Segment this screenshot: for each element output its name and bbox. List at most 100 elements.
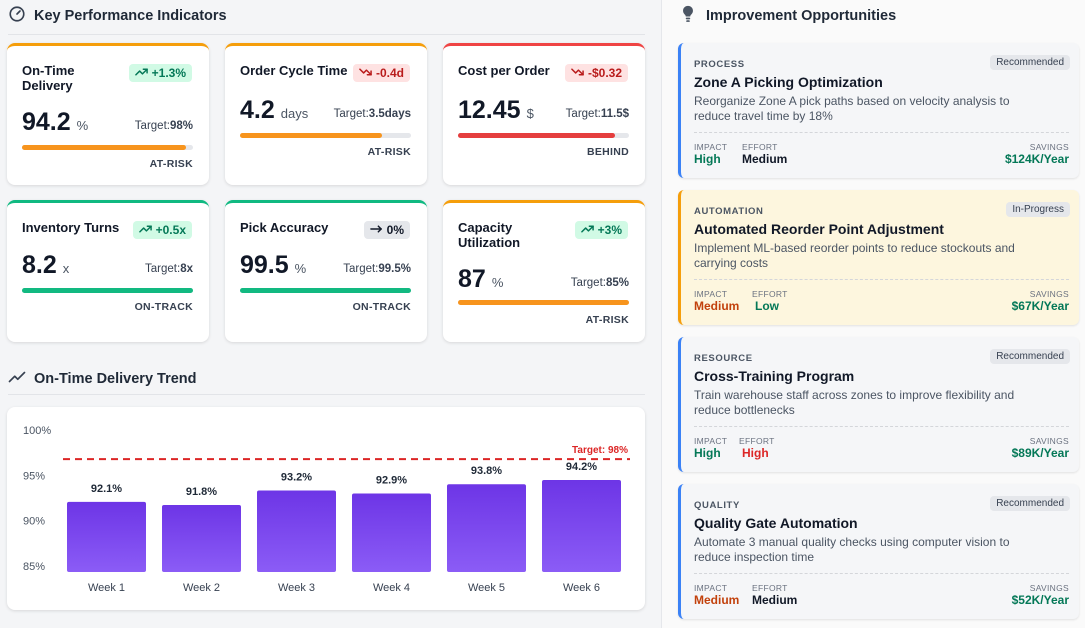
effort-label: EFFORT: [752, 289, 788, 299]
trend-line-icon: [8, 368, 26, 390]
impact-value: High: [694, 152, 721, 166]
x-tick-label: Week 1: [88, 582, 125, 594]
kpi-target-value: 99.5%: [378, 263, 411, 275]
kpi-value-group: 99.5%: [240, 251, 306, 280]
kpi-target-value: 3.5days: [368, 108, 411, 120]
kpi-card-pick-accuracy[interactable]: Pick Accuracy 0% 99.5% Target:99.5% ON-T…: [225, 200, 427, 342]
kpi-target-value: 98%: [169, 120, 193, 132]
impact-label: IMPACT: [694, 583, 728, 593]
bar-value-label: 91.8%: [186, 486, 217, 498]
kpi-value-group: 4.2 days: [240, 96, 308, 125]
kpi-status: ON-TRACK: [134, 301, 193, 313]
opportunities-header: Improvement Opportunities: [680, 5, 896, 27]
x-tick-label: Week 6: [563, 582, 600, 594]
kpi-value-group: 8.2 x: [22, 251, 69, 280]
opportunity-category: PROCESS: [694, 59, 745, 70]
opportunity-card[interactable]: AUTOMATION In-Progress Automated Reorder…: [678, 190, 1079, 325]
kpi-value: 94.2: [22, 108, 71, 136]
kpi-target: Target:85%: [571, 277, 629, 289]
gauge-icon: [8, 5, 26, 27]
y-tick-label: 90%: [23, 516, 45, 528]
kpi-unit: %: [491, 275, 504, 290]
opportunity-category: QUALITY: [694, 500, 740, 511]
chart-svg: 100% 95% 90% 85% Target: 98% 92.1% Week 1 91.8%…: [23, 425, 630, 594]
right-panel: Improvement Opportunities PROCESS Recomm…: [662, 0, 1085, 628]
kpi-card-on-time-delivery[interactable]: On-Time Delivery +1.3% 94.2% Target:98% …: [7, 43, 209, 185]
opportunity-card[interactable]: QUALITY Recommended Quality Gate Automat…: [678, 484, 1079, 619]
opportunity-description: Automate 3 manual quality checks using c…: [694, 535, 1010, 564]
bar: [352, 493, 431, 572]
effort-value: High: [742, 446, 769, 460]
kpi-value-group: 87%: [458, 265, 503, 294]
kpi-value: 87: [458, 265, 486, 293]
kpi-value: 99.5: [240, 251, 289, 279]
savings-label: SAVINGS: [1029, 142, 1069, 152]
opportunity-card[interactable]: RESOURCE Recommended Cross-Training Prog…: [678, 337, 1079, 472]
kpi-trend-value: +3%: [597, 223, 622, 237]
kpi-progress-track: [22, 288, 193, 293]
opportunity-description: Reorganize Zone A pick paths based on ve…: [694, 94, 1010, 123]
impact-label: IMPACT: [694, 142, 728, 152]
bar-value-label: 92.1%: [91, 483, 122, 495]
bar-value-label: 94.2%: [566, 461, 597, 473]
kpi-target: Target:98%: [135, 120, 193, 132]
kpi-trend-value: +1.3%: [151, 66, 186, 80]
kpi-name: Inventory Turns: [22, 220, 120, 235]
kpi-trend-value: -0.4d: [375, 66, 404, 80]
opportunity-category: AUTOMATION: [694, 206, 764, 217]
effort-label: EFFORT: [752, 583, 788, 593]
kpi-unit: days: [280, 106, 309, 121]
kpi-progress-track: [458, 133, 629, 138]
savings-value: $67K/Year: [1011, 299, 1069, 313]
trend-section-header: On-Time Delivery Trend: [8, 368, 197, 390]
opportunity-status-tag: Recommended: [990, 55, 1070, 70]
kpi-progress-track: [22, 145, 193, 150]
kpi-progress-fill: [240, 133, 382, 138]
opportunity-card[interactable]: PROCESS Recommended Zone A Picking Optim…: [678, 43, 1079, 178]
x-tick-label: Week 4: [373, 582, 410, 594]
kpi-target: Target:11.5$: [566, 108, 629, 120]
opportunity-separator: [694, 132, 1069, 133]
y-tick-label: 85%: [23, 561, 45, 573]
impact-label: IMPACT: [694, 289, 728, 299]
kpi-target: Target:3.5days: [334, 108, 411, 120]
savings-label: SAVINGS: [1029, 289, 1069, 299]
kpi-target-label: Target:: [145, 263, 181, 275]
kpi-card-inventory-turns[interactable]: Inventory Turns +0.5x 8.2 x Target:8x ON-…: [7, 200, 209, 342]
kpi-value-group: 12.45 $: [458, 96, 534, 125]
kpi-card-order-cycle-time[interactable]: Order Cycle Time -0.4d 4.2 days Target:3.…: [225, 43, 427, 185]
kpi-target-value: 85%: [605, 277, 629, 289]
target-label: Target: 98%: [572, 445, 628, 456]
kpi-name: On-Time Delivery: [22, 63, 75, 93]
kpi-name: Pick Accuracy: [240, 220, 329, 235]
kpi-status: AT-RISK: [367, 146, 411, 158]
kpi-value: 12.45: [458, 96, 521, 124]
bar-value-label: 93.8%: [471, 465, 502, 477]
kpi-name: Order Cycle Time: [240, 63, 348, 78]
kpi-progress-track: [240, 288, 411, 293]
opportunity-title: Automated Reorder Point Adjustment: [694, 221, 944, 237]
kpi-progress-fill: [22, 145, 187, 150]
kpi-card-cost-per-order[interactable]: Cost per Order -$0.32 12.45 $ Target:11.5…: [443, 43, 645, 185]
bar: [542, 480, 621, 572]
kpi-status: AT-RISK: [585, 314, 629, 326]
opportunity-status-tag: Recommended: [990, 496, 1070, 511]
kpi-trend-value: -$0.32: [587, 66, 622, 80]
trend-divider: [8, 394, 645, 395]
kpi-card-capacity-utilization[interactable]: Capacity Utilization +3% 87% Target:85% …: [443, 200, 645, 342]
kpi-value: 8.2: [22, 251, 57, 279]
kpi-target-label: Target:: [565, 108, 601, 120]
kpi-trend-badge: -0.4d: [352, 64, 410, 82]
opportunity-separator: [694, 573, 1069, 574]
opportunity-title: Zone A Picking Optimization: [694, 74, 883, 90]
x-tick-label: Week 3: [278, 582, 315, 594]
bar-value-label: 92.9%: [376, 475, 407, 487]
kpi-progress-fill: [22, 288, 193, 293]
kpi-progress-fill: [458, 133, 616, 138]
kpi-unit: %: [76, 118, 89, 133]
kpi-name: Capacity Utilization: [458, 220, 521, 250]
effort-label: EFFORT: [742, 142, 778, 152]
savings-value: $124K/Year: [1004, 152, 1069, 166]
kpi-name: Cost per Order: [458, 63, 550, 78]
kpi-trend-badge: +3%: [574, 221, 628, 239]
